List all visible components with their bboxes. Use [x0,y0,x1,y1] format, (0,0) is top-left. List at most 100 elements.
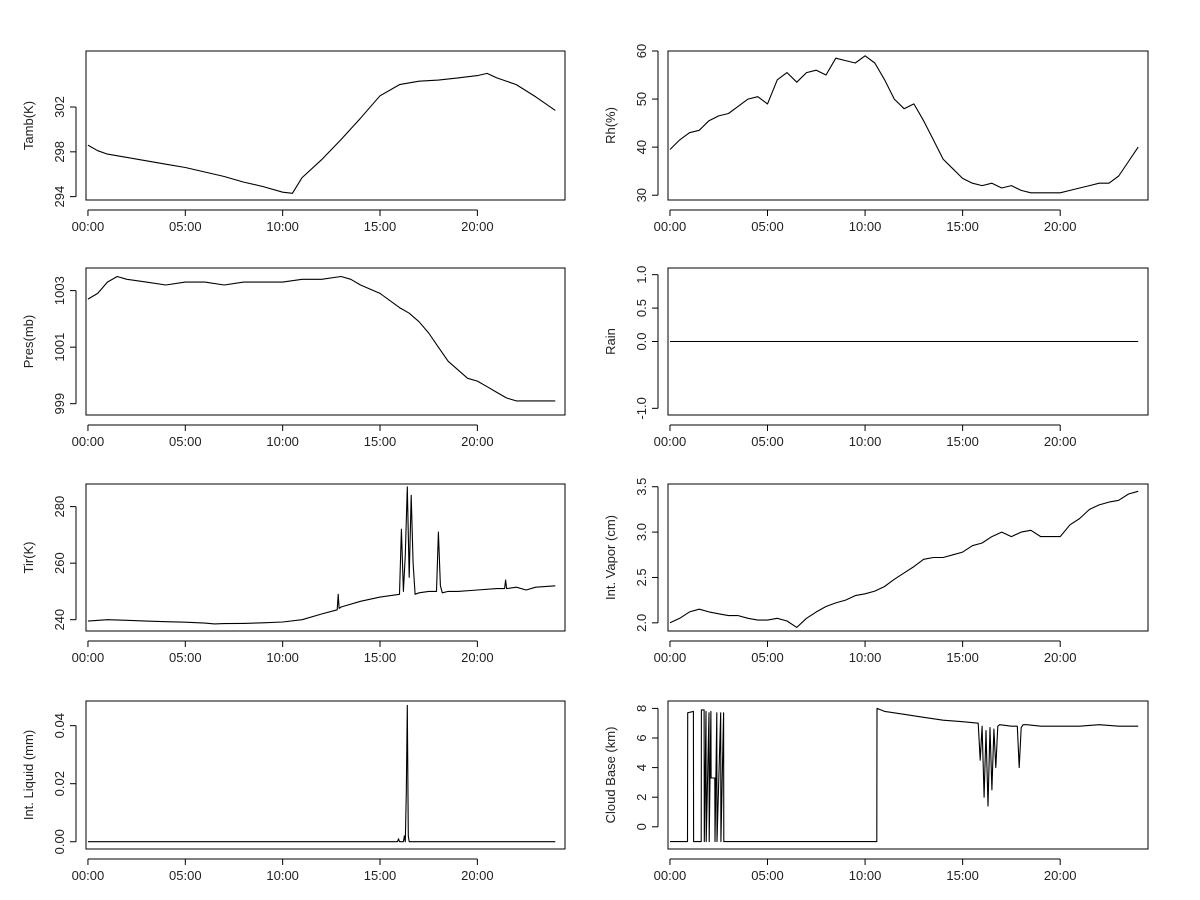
x-tick-label: 15:00 [364,868,397,883]
chart-panel-7: 00:00 05:00 10:00 15:00 20:00 0 2 4 6 8 Cloud Base… [603,700,1149,883]
x-tick-label: 10:00 [266,650,299,665]
x-tick-label: 10:00 [266,219,299,234]
series-line [669,490,1139,628]
plot-frame [667,50,1149,201]
y-tick-label: 60 [634,44,649,58]
x-tick-label: 05:00 [169,868,202,883]
plot-frame [85,483,566,632]
y-tick-label: 1003 [52,276,67,305]
y-tick-label: 0 [634,823,649,830]
chart-panel-5: 00:00 05:00 10:00 15:00 20:00 2.0 2.5 3.0 3.5 Int… [603,478,1149,665]
x-tick-label: 00:00 [654,434,687,449]
x-tick-label: 20:00 [461,434,494,449]
y-tick-label: 40 [634,140,649,154]
x-tick-label: 05:00 [751,219,784,234]
chart-panel-6: 00:00 05:00 10:00 15:00 20:00 0.00 0.02 0.04 Int… [21,700,566,883]
chart-panel-2: 00:00 05:00 10:00 15:00 20:00 999 1001 1003 Pres… [21,267,566,449]
x-tick-label: 10:00 [849,868,882,883]
y-axis-label: Int. Liquid (mm) [21,730,36,820]
plot-frame [667,267,1149,416]
x-tick-label: 05:00 [751,650,784,665]
y-axis-label: Pres(mb) [21,315,36,368]
y-tick-label: 1001 [52,333,67,362]
x-tick-label: 15:00 [946,434,979,449]
x-tick-label: 15:00 [946,650,979,665]
y-tick-label: 240 [52,609,67,631]
y-axis-label: Int. Vapor (cm) [603,515,618,600]
chart-panel-4: 00:00 05:00 10:00 15:00 20:00 240 260 280 Tir(K) [21,483,566,665]
y-axis-label: Cloud Base (km) [603,727,618,824]
y-axis-label: Tir(K) [21,541,36,573]
y-tick-label: 0.04 [52,713,67,738]
y-axis-label: Rain [603,328,618,355]
y-tick-label: 2.5 [634,568,649,586]
x-tick-label: 15:00 [364,434,397,449]
x-tick-label: 15:00 [946,219,979,234]
y-tick-label: 4 [634,764,649,771]
y-tick-label: 2.0 [634,614,649,632]
x-tick-label: 20:00 [461,650,494,665]
x-tick-label: 00:00 [654,219,687,234]
x-tick-label: 10:00 [849,434,882,449]
x-tick-label: 10:00 [849,219,882,234]
y-tick-label: -1.0 [634,397,649,419]
x-tick-label: 05:00 [169,219,202,234]
series-line [670,707,1139,843]
plot-frame [85,700,566,850]
series-line [87,275,556,402]
x-tick-label: 20:00 [461,219,494,234]
y-tick-label: 2 [634,794,649,801]
y-tick-label: 30 [634,188,649,202]
y-tick-label: 3.0 [634,523,649,541]
x-tick-label: 20:00 [1044,868,1077,883]
x-tick-label: 05:00 [169,434,202,449]
x-tick-label: 05:00 [751,868,784,883]
x-tick-label: 10:00 [266,868,299,883]
y-tick-label: 3.5 [634,478,649,496]
y-axis-label: Tamb(K) [21,101,36,150]
y-tick-label: 0.0 [634,332,649,350]
chart-panel-1: 00:00 05:00 10:00 15:00 20:00 30 40 50 60 Rh(%) [603,44,1149,234]
plot-frame [667,483,1149,632]
plot-frame [85,267,566,416]
x-tick-label: 10:00 [266,434,299,449]
y-tick-label: 999 [52,393,67,415]
series-line [87,486,556,625]
x-tick-label: 00:00 [72,650,105,665]
x-tick-label: 00:00 [72,868,105,883]
x-tick-label: 00:00 [72,219,105,234]
y-tick-label: 298 [52,141,67,163]
y-tick-label: 0.02 [52,771,67,796]
x-tick-label: 00:00 [654,868,687,883]
series-line [669,55,1139,194]
y-tick-label: 8 [634,705,649,712]
x-tick-label: 10:00 [849,650,882,665]
y-tick-label: 294 [52,186,67,208]
y-tick-label: 280 [52,496,67,518]
y-tick-label: 6 [634,734,649,741]
x-tick-label: 05:00 [169,650,202,665]
y-tick-label: 0.5 [634,299,649,317]
x-tick-label: 20:00 [461,868,494,883]
x-tick-label: 00:00 [72,434,105,449]
chart-panel-0: 00:00 05:00 10:00 15:00 20:00 294 298 302 Tamb(K… [21,50,566,234]
series-line [87,72,556,194]
x-tick-label: 15:00 [364,650,397,665]
x-tick-label: 00:00 [654,650,687,665]
y-tick-label: 1.0 [634,266,649,284]
y-tick-label: 302 [52,96,67,118]
y-tick-label: 260 [52,552,67,574]
chart-panel-3: 00:00 05:00 10:00 15:00 20:00 -1.0 0.0 0.5 1.0 Ra… [603,266,1149,449]
y-axis-label: Rh(%) [603,107,618,144]
plot-frame [667,700,1149,850]
x-tick-label: 20:00 [1044,650,1077,665]
y-tick-label: 0.00 [52,829,67,854]
series-line [87,704,556,843]
x-tick-label: 20:00 [1044,219,1077,234]
plot-frame [85,50,566,201]
x-tick-label: 15:00 [364,219,397,234]
x-tick-label: 20:00 [1044,434,1077,449]
y-tick-label: 50 [634,92,649,106]
x-tick-label: 05:00 [751,434,784,449]
